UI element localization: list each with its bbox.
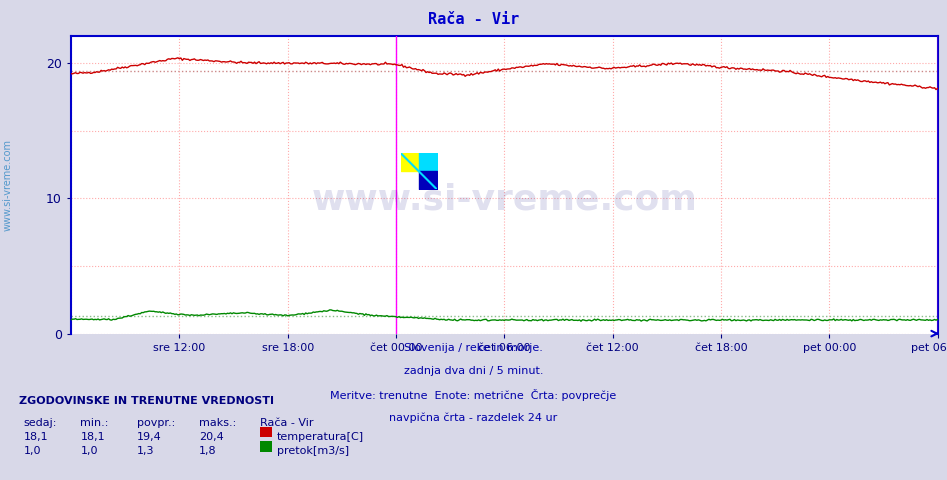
Text: povpr.:: povpr.: [137,418,175,428]
Text: 19,4: 19,4 [137,432,162,442]
Text: navpična črta - razdelek 24 ur: navpična črta - razdelek 24 ur [389,412,558,423]
Text: Rača - Vir: Rača - Vir [260,418,313,428]
Text: min.:: min.: [80,418,109,428]
Text: Slovenija / reke in morje.: Slovenija / reke in morje. [404,343,543,353]
Text: temperatura[C]: temperatura[C] [277,432,364,442]
Text: 18,1: 18,1 [24,432,48,442]
Text: pretok[m3/s]: pretok[m3/s] [277,446,348,456]
Text: 1,3: 1,3 [137,446,154,456]
Text: Rača - Vir: Rača - Vir [428,12,519,27]
Text: Meritve: trenutne  Enote: metrične  Črta: povprečje: Meritve: trenutne Enote: metrične Črta: … [331,389,616,401]
Text: 1,8: 1,8 [199,446,217,456]
Text: www.si-vreme.com: www.si-vreme.com [312,183,697,216]
Text: www.si-vreme.com: www.si-vreme.com [3,139,12,231]
Text: ZGODOVINSKE IN TRENUTNE VREDNOSTI: ZGODOVINSKE IN TRENUTNE VREDNOSTI [19,396,274,406]
Text: 1,0: 1,0 [80,446,98,456]
Text: zadnja dva dni / 5 minut.: zadnja dva dni / 5 minut. [403,366,544,376]
Text: 1,0: 1,0 [24,446,41,456]
Text: sedaj:: sedaj: [24,418,57,428]
Text: 18,1: 18,1 [80,432,105,442]
Text: maks.:: maks.: [199,418,236,428]
Text: 20,4: 20,4 [199,432,223,442]
